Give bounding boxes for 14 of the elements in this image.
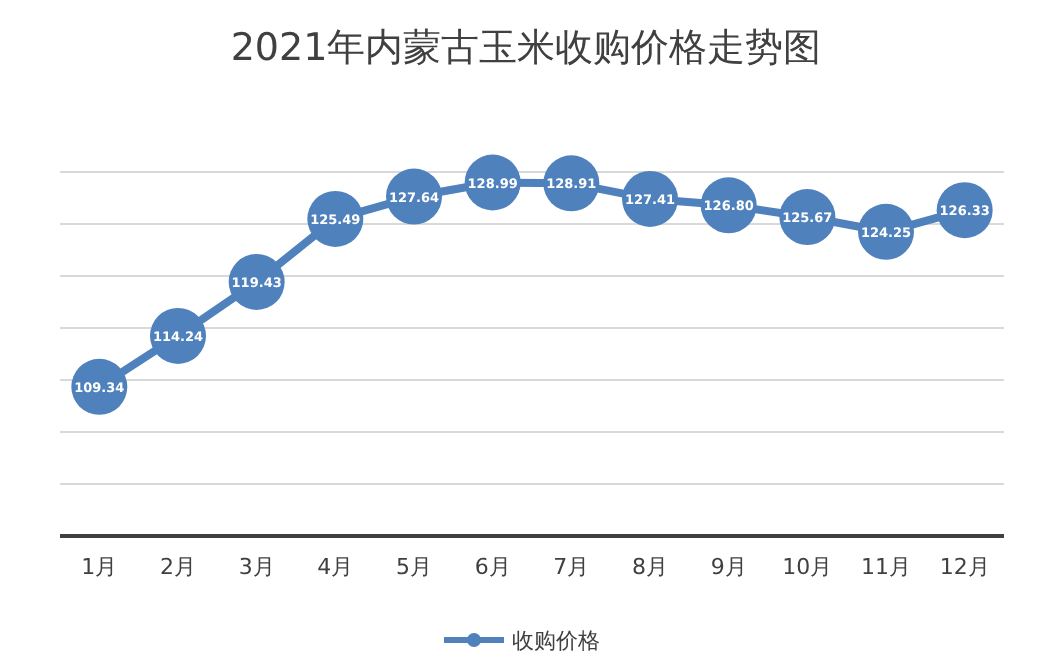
x-tick-label: 11月 [861,554,911,580]
x-tick-label: 6月 [474,554,511,580]
x-tick-label: 2月 [160,554,196,580]
x-tick-label: 7月 [553,554,590,580]
x-tick-label: 4月 [317,554,354,580]
chart-title: 2021年内蒙古玉米收购价格走势图 [230,26,822,70]
x-tick-label: 1月 [81,554,118,580]
x-tick-label: 9月 [710,554,747,580]
x-tick-label: 5月 [396,554,432,580]
x-tick-label: 10月 [782,554,833,580]
x-tick-label: 8月 [632,554,668,580]
x-tick-label: 3月 [238,554,275,580]
x-tick-label: 12月 [939,554,990,580]
legend-label: 收购价格 [512,628,600,654]
